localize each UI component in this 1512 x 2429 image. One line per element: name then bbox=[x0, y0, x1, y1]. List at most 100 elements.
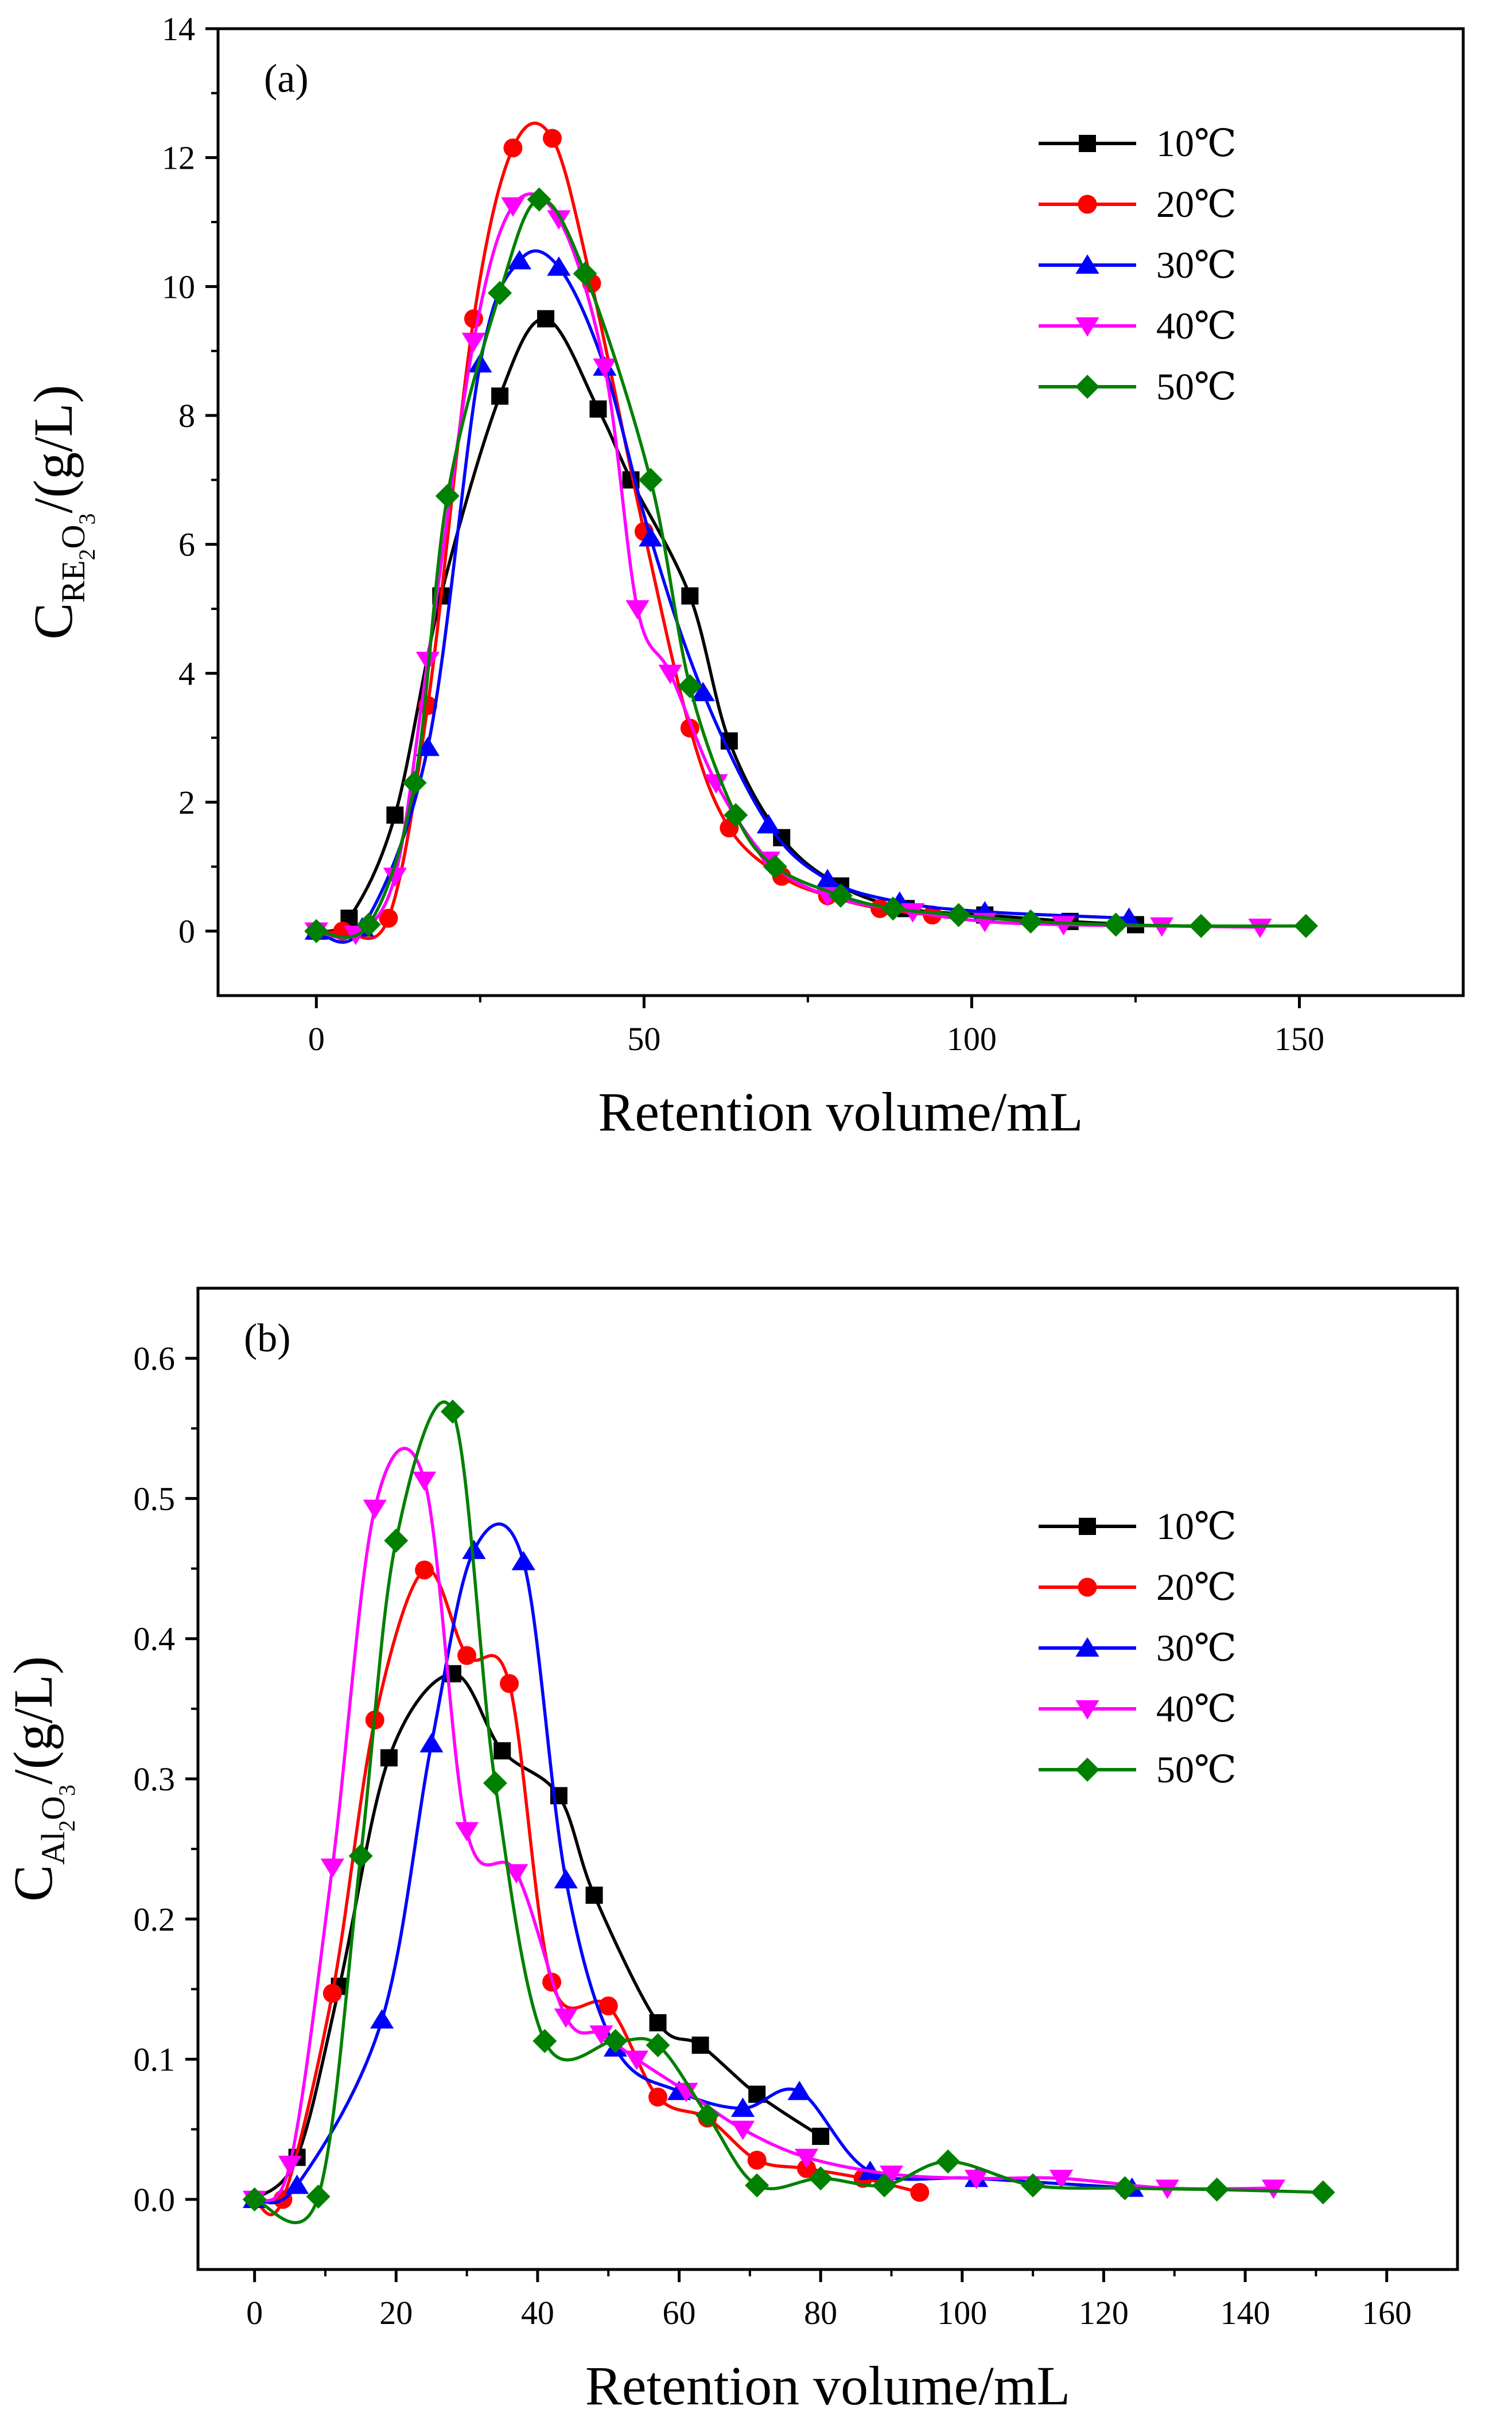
data-point bbox=[527, 187, 551, 212]
y-tick-label: 0.0 bbox=[134, 2181, 176, 2218]
data-point bbox=[1261, 2179, 1286, 2199]
data-point bbox=[383, 868, 407, 887]
data-point bbox=[483, 1771, 507, 1795]
data-point bbox=[402, 771, 427, 795]
x-tick-label: 120 bbox=[1079, 2294, 1129, 2331]
data-point bbox=[730, 2120, 755, 2140]
data-point bbox=[603, 2028, 628, 2053]
panel-label: (a) bbox=[264, 57, 309, 101]
data-point bbox=[384, 1528, 409, 1553]
data-point bbox=[547, 210, 571, 230]
data-point bbox=[554, 1869, 578, 1888]
data-point bbox=[625, 600, 650, 620]
data-point bbox=[585, 1886, 603, 1904]
y-tick-label: 2 bbox=[178, 784, 195, 821]
data-point bbox=[488, 281, 512, 305]
y-tick-label: 4 bbox=[178, 655, 195, 692]
data-point bbox=[691, 682, 715, 702]
plot-frame bbox=[216, 27, 1465, 997]
data-point bbox=[415, 736, 440, 756]
data-point bbox=[681, 587, 699, 605]
legend-marker bbox=[1075, 1758, 1099, 1782]
series-line bbox=[316, 192, 1260, 939]
legend-label: 20℃ bbox=[1156, 1567, 1237, 1608]
legend-label: 10℃ bbox=[1156, 1506, 1237, 1548]
y-tick-label: 10 bbox=[162, 268, 195, 305]
data-point bbox=[794, 2148, 819, 2168]
x-tick-label: 0 bbox=[308, 1020, 325, 1058]
y-tick-label: 12 bbox=[162, 139, 195, 177]
legend-label: 40℃ bbox=[1156, 305, 1237, 347]
data-point bbox=[881, 896, 905, 921]
data-point bbox=[1051, 916, 1075, 936]
legend-label: 30℃ bbox=[1156, 1627, 1237, 1669]
legend-marker bbox=[1079, 135, 1096, 152]
data-point bbox=[503, 138, 523, 158]
x-tick-label: 140 bbox=[1221, 2294, 1270, 2331]
series-line bbox=[316, 249, 1129, 944]
legend-marker bbox=[1075, 375, 1099, 399]
series-2 bbox=[304, 249, 1141, 944]
data-point bbox=[756, 814, 780, 834]
series-line bbox=[254, 1522, 1132, 2205]
y-axis-label: CRE2O3/(g/L) bbox=[22, 385, 100, 640]
x-tick-label: 100 bbox=[937, 2294, 987, 2331]
data-point bbox=[829, 883, 853, 908]
data-point bbox=[745, 2173, 769, 2198]
data-point bbox=[542, 129, 562, 148]
data-point bbox=[379, 908, 398, 928]
y-axis-label: CAl2O3/(g/L) bbox=[2, 1656, 80, 1902]
data-point bbox=[1019, 909, 1043, 934]
legend-marker bbox=[1075, 317, 1099, 337]
data-point bbox=[658, 664, 682, 685]
data-point bbox=[554, 2008, 578, 2028]
data-point bbox=[872, 2173, 897, 2198]
x-tick-label: 20 bbox=[379, 2294, 413, 2331]
data-point bbox=[797, 2159, 817, 2178]
data-point bbox=[415, 1560, 434, 1580]
data-point bbox=[1248, 918, 1272, 938]
data-point bbox=[964, 2170, 989, 2189]
data-point bbox=[348, 1844, 373, 1868]
series-4 bbox=[242, 1399, 1335, 2224]
panel-label: (b) bbox=[244, 1316, 291, 1361]
data-point bbox=[507, 250, 531, 270]
data-point bbox=[674, 2082, 698, 2102]
x-axis-label: Retention volume/mL bbox=[585, 2355, 1070, 2416]
legend-label: 50℃ bbox=[1156, 366, 1237, 408]
x-tick-label: 100 bbox=[947, 1020, 997, 1058]
data-point bbox=[461, 332, 486, 352]
legend: 10℃ 20℃ 30℃ 40℃ 50℃ bbox=[1039, 1506, 1237, 1791]
data-point bbox=[547, 256, 571, 276]
legend-label: 50℃ bbox=[1156, 1749, 1237, 1791]
data-point bbox=[370, 2009, 394, 2029]
data-point bbox=[593, 358, 617, 378]
legend-marker bbox=[1075, 1637, 1099, 1657]
data-point bbox=[440, 1399, 465, 1424]
data-point bbox=[1204, 2177, 1229, 2202]
y-tick-label: 0.2 bbox=[134, 1901, 176, 1938]
data-point bbox=[493, 1742, 511, 1760]
y-tick-label: 0 bbox=[178, 913, 195, 950]
y-tick-label: 6 bbox=[178, 526, 195, 563]
data-point bbox=[412, 1471, 437, 1491]
data-point bbox=[356, 912, 381, 937]
data-point bbox=[435, 484, 460, 508]
data-point bbox=[638, 468, 663, 492]
legend-marker bbox=[1078, 1577, 1097, 1597]
data-point bbox=[678, 674, 702, 698]
x-tick-label: 60 bbox=[663, 2294, 696, 2331]
data-point bbox=[537, 310, 555, 328]
x-tick-label: 80 bbox=[804, 2294, 837, 2331]
data-point bbox=[1049, 2170, 1074, 2189]
data-point bbox=[648, 2088, 668, 2107]
data-point bbox=[457, 1646, 477, 1665]
data-point bbox=[704, 774, 728, 794]
data-point bbox=[691, 2037, 709, 2054]
x-tick-label: 50 bbox=[627, 1020, 660, 1058]
y-tick-label: 0.4 bbox=[134, 1620, 176, 1658]
data-point bbox=[879, 2165, 904, 2185]
data-point bbox=[639, 527, 663, 547]
legend-label: 30℃ bbox=[1156, 244, 1237, 286]
